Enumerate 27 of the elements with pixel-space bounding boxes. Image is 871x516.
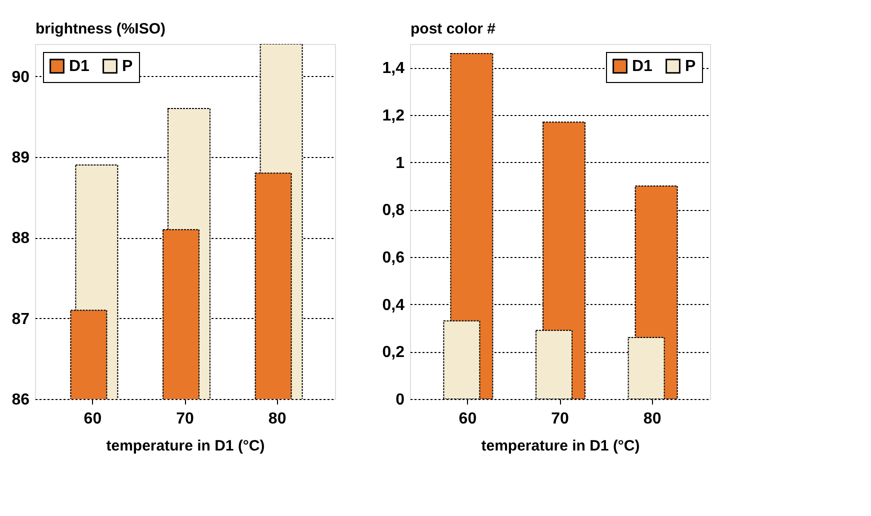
y-tick-label: 0,6	[382, 250, 405, 266]
y-tick-label: 0,2	[382, 344, 405, 362]
y-tick-label: 1	[396, 154, 405, 172]
y-tick-label: 0,8	[382, 202, 405, 220]
y-tick-label: 86	[12, 392, 30, 408]
x-tick-label: 80	[268, 410, 286, 428]
y-tick-label: 1,4	[382, 60, 405, 78]
y-tick-label: 1,2	[382, 108, 405, 124]
x-tick-label: 80	[643, 410, 662, 428]
legend-label: D1	[632, 58, 653, 76]
x-tick-label: 70	[176, 410, 194, 428]
x-axis-title: temperature in D1 (°C)	[481, 438, 640, 454]
x-tick-label: 60	[458, 410, 477, 428]
y-tick-label: 0	[396, 392, 405, 408]
y-tick-label: 88	[12, 230, 30, 248]
y-tick-label: 87	[12, 310, 30, 328]
legend-label: D1	[69, 58, 90, 76]
legend-label: P	[685, 58, 696, 76]
y-tick-label: 89	[12, 149, 30, 166]
y-tick-label: 90	[12, 68, 30, 86]
y-axis-title: post color #	[410, 20, 496, 38]
legend-label: P	[122, 58, 133, 76]
y-tick-label: 0,4	[382, 296, 405, 314]
y-axis-title: brightness (%ISO)	[36, 20, 166, 38]
x-tick-label: 70	[551, 410, 569, 428]
x-tick-label: 60	[84, 410, 102, 428]
x-axis-title: temperature in D1 (°C)	[106, 438, 265, 454]
